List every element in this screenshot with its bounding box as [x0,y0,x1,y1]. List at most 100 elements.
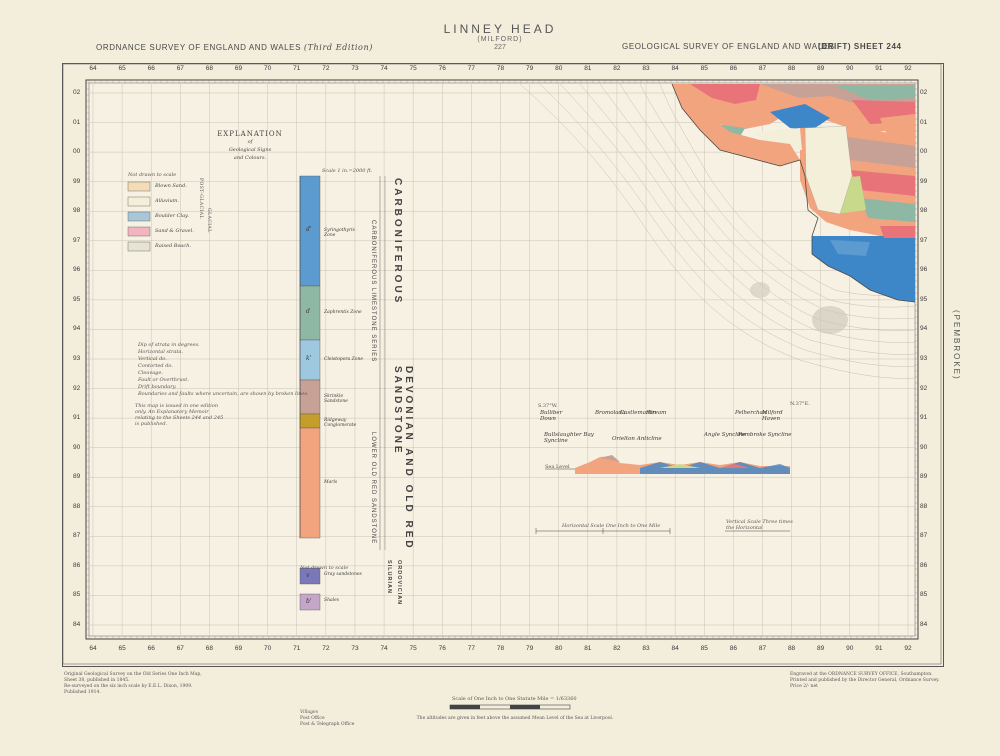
grid-number-left: 89 [73,473,81,481]
footer-left-notes: Original Geological Survey on the Old Se… [64,672,214,696]
explanation-signs: Geological Signs [228,147,272,153]
grid-number-bottom: 65 [118,645,126,652]
lower-unit-symbol: b' [306,598,312,605]
sign-item: Cleavage. [138,370,163,376]
grid-number-top: 70 [264,65,272,72]
column-unit [299,413,321,429]
column-unit [299,427,321,539]
drift-label: Sand & Gravel. [155,228,194,234]
lower-unit-name: Gray sandstones [324,572,362,577]
grid-number-left: 87 [73,532,81,540]
stratigraphic-column [299,175,321,539]
system-devonian: DEVONIAN AND OLD RED SANDSTONE [392,366,414,551]
grid-number-top: 76 [438,65,446,72]
footer-note: Price 2/- net [790,684,818,689]
grid-number-right: 00 [920,148,928,156]
column-unit [299,285,321,341]
footer-note: Printed and published by the Director Ge… [790,678,940,683]
section-vertical-scale: Vertical Scale Three times the Horizonta… [726,519,793,531]
grid-number-bottom: 90 [846,645,854,652]
edition-label: (Third Edition) [303,43,373,52]
border-ticks [86,80,918,639]
grid-number-bottom: 71 [293,645,301,652]
sign-item: Fault or Overthrust. [138,377,189,383]
section-place: Bromolada [595,410,626,416]
grid-number-bottom: 81 [584,645,592,652]
drift-swatch [127,196,151,207]
column-unit-name: Zaphrentis Zone [324,310,362,315]
explanation-title: EXPLANATION [217,130,283,138]
sign-item: Dip of strata in degrees. [138,342,200,348]
grid-number-bottom: 86 [729,645,737,652]
section-place: Bulliber Down [540,410,563,422]
grid-number-left: 86 [73,561,81,569]
grid-number-bottom: 69 [234,645,243,652]
header-right: GEOLOGICAL SURVEY OF ENGLAND AND WALES [622,42,835,51]
grid-number-bottom: 67 [176,645,184,652]
grid-number-bottom: 74 [380,645,388,652]
section-structure: Bullslaughter Bay Syncline [544,432,594,444]
column-unit-symbol: k' [306,355,312,362]
grid-number-bottom: 73 [351,645,359,652]
drift-label: Boulder Clay. [155,213,189,219]
signs-note: This map is issued in one edition only. … [135,403,224,427]
column-unit-name: Ridgeway Conglomerate [324,418,357,428]
series-limestone: CARBONIFEROUS LIMESTONE SERIES [370,220,376,363]
footer-note: Published 1914. [64,690,101,695]
grid-number-bottom: 78 [496,645,505,652]
grid-number-right: 92 [920,384,928,392]
grid-number-right: 84 [920,621,928,628]
grid-number-top: 71 [293,65,301,72]
drift-swatch [127,211,151,222]
drift-swatch [127,226,151,237]
drift-group-glacial: GLACIAL [206,208,211,233]
column-unit-name: Marls [324,480,338,485]
grid-number-right: 99 [920,177,928,185]
grid-number-right: 01 [920,118,928,126]
grid-number-right: 91 [920,414,928,422]
sign-item: Contorted do. [138,363,173,369]
map-subtitle: (MILFORD) [477,36,523,43]
grid-number-bottom: 68 [205,645,214,652]
grid-number-right: 97 [920,236,928,244]
sheet-number: 227 [494,44,506,51]
villages-title: Villages [300,710,319,715]
lower-unit-symbol: v [306,572,310,579]
grid-number-top: 87 [758,65,767,72]
column-unit-name: Skrinkle Sandstone [324,394,348,404]
grid-number-top: 72 [322,65,330,72]
grid-number-top: 90 [846,65,854,72]
drift-group-post: POST-GLACIAL [198,178,203,220]
grid-number-left: 90 [73,443,81,451]
header-sheet: (DRIFT) SHEET 244 [818,42,902,51]
grid-number-bottom: 66 [147,645,155,652]
grid-number-right: 94 [920,325,928,333]
column-unit-symbol: d' [306,226,312,233]
grid-number-right: 90 [920,443,928,451]
grid-number-bottom: 82 [613,645,621,652]
system-carboniferous: CARBONIFEROUS [392,178,403,306]
drift-label: Raised Beach. [155,243,191,249]
grid-number-top: 86 [729,65,737,72]
grid-number-bottom: 85 [700,645,708,652]
grid-number-left: 88 [73,502,81,510]
grid-number-left: 95 [73,295,81,303]
grid-number-bottom: 83 [642,645,650,652]
grid-number-right: 89 [920,473,928,481]
grid-number-top: 91 [875,65,883,72]
lower-unit [299,593,321,611]
grid-number-left: 92 [73,384,81,392]
sign-item: Boundaries and faults where uncertain, a… [138,391,309,397]
grid-number-right: 98 [920,207,928,215]
header-left: ORDNANCE SURVEY OF ENGLAND AND WALES (Th… [96,43,373,52]
grid-number-left: 02 [73,89,81,96]
sign-item: Horizontal strata. [138,349,183,355]
grid-number-left: 85 [73,591,81,599]
grid-number-bottom: 84 [671,645,679,652]
grid-number-top: 65 [118,65,126,72]
grid-number-right: 93 [920,355,928,362]
drift-label: Alluvium. [155,198,180,204]
village-telegraph: Post & Telegraph Office [300,722,355,727]
grid-number-right: 95 [920,295,928,303]
footer-villages: Villages Post Office Post & Telegraph Of… [300,710,354,728]
